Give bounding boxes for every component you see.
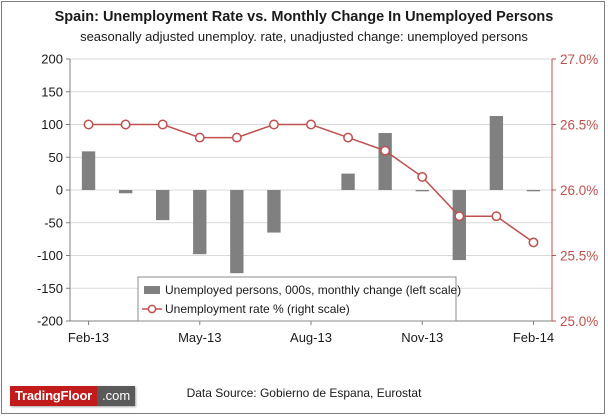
- right-axis-tick-label: 26.0%: [560, 183, 598, 198]
- bar: [193, 190, 207, 255]
- line-marker: [231, 132, 242, 143]
- logo-text: TradingFloor: [10, 386, 98, 406]
- line-marker: [417, 171, 428, 182]
- x-axis-tick-label: May-13: [178, 330, 221, 345]
- x-axis-tick-label: Nov-13: [401, 330, 443, 345]
- data-source: Data Source: Gobierno de Espana, Eurosta…: [186, 386, 422, 400]
- left-axis-tick-label: 200: [41, 52, 63, 67]
- bar: [452, 190, 466, 261]
- right-axis-tick-label: 25.5%: [560, 249, 598, 264]
- chart-title: Spain: Unemployment Rate vs. Monthly Cha…: [54, 9, 554, 25]
- bar: [230, 190, 244, 274]
- bar: [415, 190, 429, 192]
- line-marker: [528, 237, 539, 248]
- line-marker: [268, 119, 279, 130]
- left-axis-tick-label: -200: [37, 314, 63, 329]
- legend-box: [137, 276, 457, 322]
- left-axis-tick-label: -100: [37, 248, 63, 263]
- unemployment-rate-line: [88, 123, 534, 244]
- line-series: [83, 119, 539, 248]
- line-marker: [120, 119, 131, 130]
- tradingfloor-logo: TradingFloor .com: [10, 386, 136, 406]
- chart-subtitle: seasonally adjusted unemploy. rate, unad…: [80, 29, 528, 44]
- left-axis-tick-label: 150: [41, 84, 63, 99]
- left-axis-tick-label: -50: [44, 215, 63, 230]
- line-marker: [343, 132, 354, 143]
- bar: [156, 190, 170, 221]
- left-axis-tick-label: 0: [56, 183, 63, 198]
- x-axis-tick-label: Feb-14: [513, 330, 554, 345]
- axes: 200 150 100 50 0 -50 -100 -150 -200 27.0% 26.5% 26.…: [37, 52, 598, 346]
- line-marker: [491, 211, 502, 222]
- legend-bar-label: Unemployed persons, 000s, monthly change…: [165, 283, 461, 297]
- line-marker: [306, 119, 316, 130]
- bar: [526, 190, 541, 192]
- logo-suffix: .com: [97, 386, 136, 406]
- legend: Unemployed persons, 000s, monthly change…: [137, 276, 461, 322]
- legend-line-marker: [147, 304, 157, 314]
- line-marker: [157, 119, 168, 130]
- right-axis-tick-label: 26.5%: [560, 118, 598, 133]
- right-axis-tick-label: 27.0%: [560, 52, 598, 67]
- bar: [489, 115, 504, 190]
- bar: [81, 151, 96, 190]
- line-marker: [83, 119, 94, 130]
- x-axis-tick-label: Aug-13: [290, 330, 332, 345]
- legend-line-label: Unemployment rate % (right scale): [165, 302, 350, 316]
- left-axis-tick-label: 50: [49, 150, 63, 165]
- line-marker: [454, 211, 465, 222]
- bar: [378, 133, 392, 190]
- bar-series: [81, 115, 541, 274]
- x-axis-tick-label: Feb-13: [68, 330, 109, 345]
- bar: [267, 190, 281, 233]
- bar: [118, 190, 133, 194]
- right-axis-tick-label: 25.0%: [560, 314, 598, 329]
- line-marker: [194, 132, 205, 143]
- legend-bar-swatch: [144, 286, 160, 294]
- left-axis-tick-label: -150: [37, 281, 63, 296]
- bar: [341, 173, 355, 190]
- line-marker: [380, 145, 391, 156]
- left-axis-tick-label: 100: [41, 117, 63, 132]
